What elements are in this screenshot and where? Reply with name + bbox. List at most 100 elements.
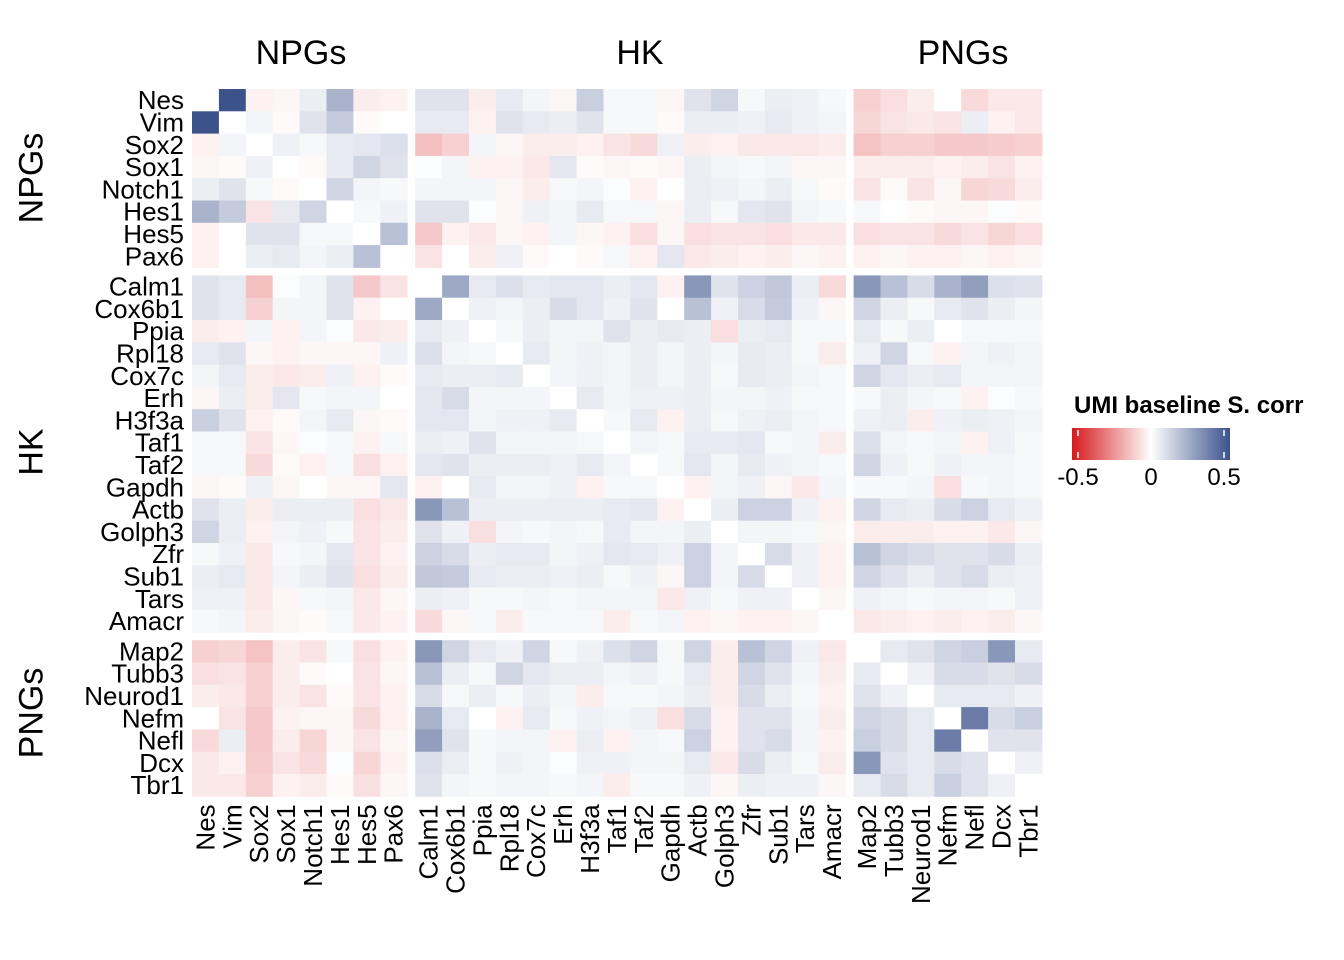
heatmap-cell-pax6-sub1 xyxy=(764,245,793,268)
heatmap-cell-zfr-hes5 xyxy=(353,543,381,566)
heatmap-cell-tubb3-notch1 xyxy=(299,662,327,686)
heatmap-cell-actb-pax6 xyxy=(380,498,408,522)
heatmap-cell-h3f3a-sox1 xyxy=(272,409,301,432)
heatmap-cell-pax6-calm1 xyxy=(415,245,443,268)
heatmap-cell-hes5-gapdh xyxy=(657,222,685,246)
heatmap-cell-sox2-neurod1 xyxy=(907,133,935,157)
heatmap-cell-rpl18-rpl18 xyxy=(495,342,524,366)
heatmap-cell-tars-pax6 xyxy=(380,587,408,611)
heatmap-cell-tbr1-hes1 xyxy=(326,774,354,797)
heatmap-cell-calm1-nefl xyxy=(961,275,989,299)
heatmap-cell-erh-tars xyxy=(791,386,820,410)
column-label-hes1: Hes1 xyxy=(325,804,355,865)
heatmap-cell-sub1-h3f3a xyxy=(576,565,604,589)
heatmap-cell-cox6b1-calm1 xyxy=(415,297,443,321)
heatmap-cell-gapdh-tbr1 xyxy=(1015,476,1043,499)
heatmap-cell-hes5-actb xyxy=(684,222,712,246)
heatmap-cell-erh-zfr xyxy=(738,386,766,410)
heatmap-cell-amacr-actb xyxy=(684,609,712,633)
heatmap-cell-gapdh-sub1 xyxy=(764,476,793,499)
heatmap-cell-gapdh-gapdh xyxy=(657,476,685,499)
heatmap-cell-amacr-pax6 xyxy=(380,609,408,633)
column-label-ppia: Ppia xyxy=(467,804,497,857)
heatmap-cell-tbr1-sox2 xyxy=(245,774,274,797)
heatmap-cell-dcx-taf1 xyxy=(603,751,631,775)
heatmap-cell-golph3-h3f3a xyxy=(576,520,604,544)
heatmap-cell-hes5-tars xyxy=(791,222,820,246)
heatmap-cell-sub1-golph3 xyxy=(711,565,739,589)
heatmap-cell-hes1-cox6b1 xyxy=(442,200,470,224)
heatmap-cell-sub1-tars xyxy=(791,565,820,589)
heatmap-cell-nes-zfr xyxy=(738,89,766,112)
heatmap-cell-gapdh-vim xyxy=(218,476,247,499)
heatmap-cell-tubb3-cox6b1 xyxy=(442,662,470,686)
heatmap-cell-h3f3a-h3f3a xyxy=(576,409,604,432)
heatmap-cell-pax6-vim xyxy=(218,245,247,268)
heatmap-cell-erh-rpl18 xyxy=(495,386,524,410)
heatmap-cell-tubb3-taf2 xyxy=(630,662,658,686)
heatmap-cell-tars-h3f3a xyxy=(576,587,604,611)
heatmap-cell-hes5-taf2 xyxy=(630,222,658,246)
heatmap-cell-sub1-sox2 xyxy=(245,565,274,589)
heatmap-cell-tars-sox1 xyxy=(272,587,301,611)
heatmap-cell-calm1-hes5 xyxy=(353,275,381,299)
heatmap-cell-pax6-map2 xyxy=(853,245,881,268)
heatmap-cell-cox6b1-taf1 xyxy=(603,297,631,321)
heatmap-cell-tbr1-nefl xyxy=(961,774,989,797)
heatmap-cell-pax6-amacr xyxy=(818,245,847,268)
row-label-cox7c: Cox7c xyxy=(110,361,184,391)
heatmap-cell-vim-zfr xyxy=(738,111,766,135)
heatmap-cell-neurod1-vim xyxy=(218,684,247,708)
heatmap-cell-rpl18-h3f3a xyxy=(576,342,604,366)
heatmap-cell-cox6b1-dcx xyxy=(988,297,1016,321)
heatmap-cell-dcx-map2 xyxy=(853,751,881,775)
heatmap-cell-sox1-hes5 xyxy=(353,155,381,179)
heatmap-cell-h3f3a-nefm xyxy=(934,409,962,432)
row-label-nefm: Nefm xyxy=(122,703,184,733)
heatmap-cell-cox7c-tubb3 xyxy=(880,364,908,388)
heatmap-cell-cox6b1-cox6b1 xyxy=(442,297,470,321)
heatmap-cell-nefl-nes xyxy=(192,729,220,753)
heatmap-cell-sox2-nefm xyxy=(934,133,962,157)
heatmap-cell-tbr1-ppia xyxy=(469,774,497,797)
column-group-title-hk: HK xyxy=(616,34,664,72)
heatmap-cell-sox1-ppia xyxy=(469,155,497,179)
heatmap-cell-ppia-h3f3a xyxy=(576,320,604,343)
heatmap-cell-taf2-tbr1 xyxy=(1015,453,1043,477)
heatmap-cell-tbr1-notch1 xyxy=(299,774,327,797)
heatmap-cell-rpl18-ppia xyxy=(469,342,497,366)
row-label-nes: Nes xyxy=(138,85,184,115)
heatmap-cell-h3f3a-cox7c xyxy=(522,409,551,432)
heatmap-cell-map2-gapdh xyxy=(657,640,685,663)
heatmap-cell-taf1-cox7c xyxy=(522,431,551,455)
column-label-h3f3a: H3f3a xyxy=(575,804,605,874)
heatmap-cell-cox6b1-map2 xyxy=(853,297,881,321)
heatmap-cell-hes1-taf1 xyxy=(603,200,631,224)
heatmap-cell-cox7c-nefl xyxy=(961,364,989,388)
heatmap-cell-cox7c-nefm xyxy=(934,364,962,388)
heatmap-cell-neurod1-zfr xyxy=(738,684,766,708)
heatmap-cell-rpl18-nefm xyxy=(934,342,962,366)
heatmap-cell-zfr-nefm xyxy=(934,543,962,566)
heatmap-cell-taf1-pax6 xyxy=(380,431,408,455)
heatmap-cell-dcx-sox1 xyxy=(272,751,301,775)
heatmap-cell-map2-taf1 xyxy=(603,640,631,663)
heatmap-cell-h3f3a-neurod1 xyxy=(907,409,935,432)
heatmap-cell-gapdh-golph3 xyxy=(711,476,739,499)
heatmap-cell-amacr-golph3 xyxy=(711,609,739,633)
heatmap-cell-calm1-rpl18 xyxy=(495,275,524,299)
heatmap-cell-map2-tubb3 xyxy=(880,640,908,663)
heatmap-cell-cox6b1-nefl xyxy=(961,297,989,321)
heatmap-cell-dcx-nefm xyxy=(934,751,962,775)
heatmap-cell-amacr-nefm xyxy=(934,609,962,633)
heatmap-cell-tars-nefm xyxy=(934,587,962,611)
heatmap-cell-golph3-golph3 xyxy=(711,520,739,544)
heatmap-cell-sub1-actb xyxy=(684,565,712,589)
row-label-calm1: Calm1 xyxy=(109,272,184,302)
heatmap-cell-rpl18-erh xyxy=(549,342,578,366)
heatmap-cell-actb-taf2 xyxy=(630,498,658,522)
heatmap-cell-sub1-erh xyxy=(549,565,578,589)
heatmap-cell-taf1-vim xyxy=(218,431,247,455)
heatmap-cell-sox2-nefl xyxy=(961,133,989,157)
